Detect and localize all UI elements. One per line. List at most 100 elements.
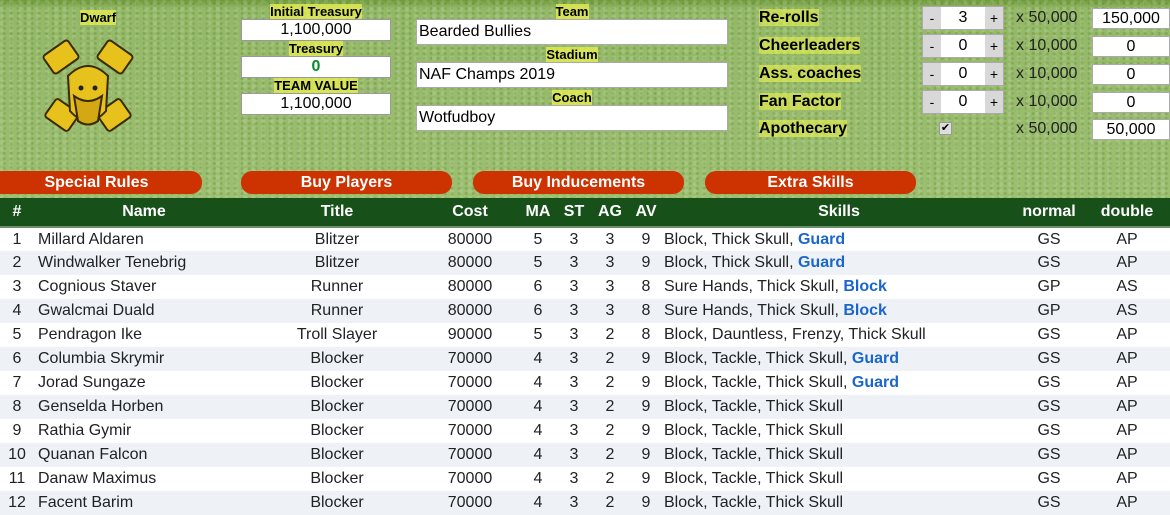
fan-factor-value[interactable]: 0 xyxy=(958,93,968,110)
extra-skill: Guard xyxy=(797,254,846,271)
decrement-button[interactable]: - xyxy=(923,91,941,113)
player-av: 9 xyxy=(628,251,664,275)
extra-skill: Block xyxy=(843,278,887,295)
buy-inducements-button[interactable]: Buy Inducements xyxy=(473,171,684,194)
player-skills: Block, Tackle, Thick Skull xyxy=(664,395,1014,419)
player-normal: GS xyxy=(1037,230,1061,248)
increment-button[interactable]: + xyxy=(985,35,1003,57)
ass-coaches-total: 0 xyxy=(1092,64,1170,85)
table-row[interactable]: 7 Jorad Sungaze Blocker 70000 4 3 2 9 Block, Tac… xyxy=(0,371,1170,395)
coach-input[interactable]: Wotfudboy xyxy=(416,105,728,131)
table-row[interactable]: 6 Columbia Skrymir Blocker 70000 4 3 2 9 Block, … xyxy=(0,347,1170,371)
player-ag: 2 xyxy=(605,326,615,343)
player-double: AS xyxy=(1116,278,1138,295)
player-double: AP xyxy=(1084,395,1170,419)
player-cost: 80000 xyxy=(420,299,520,323)
table-row[interactable]: 1 Millard Aldaren Blitzer 80000 5 3 3 9 Block, T… xyxy=(0,227,1170,251)
cheerleaders-value[interactable]: 0 xyxy=(958,37,968,54)
rerolls-total: 150,000 xyxy=(1092,8,1170,29)
player-normal: GS xyxy=(1037,470,1061,487)
stadium-input[interactable]: NAF Champs 2019 xyxy=(416,62,728,88)
player-cost: 80000 xyxy=(420,251,520,275)
table-row[interactable]: 10 Quanan Falcon Blocker 70000 4 3 2 9 Block, Ta… xyxy=(0,443,1170,467)
decrement-button[interactable]: - xyxy=(923,7,941,29)
special-rules-button[interactable]: Special Rules xyxy=(0,171,202,194)
player-title: Blocker xyxy=(254,347,420,371)
table-row[interactable]: 5 Pendragon Ike Troll Slayer 90000 5 3 2 8 Block… xyxy=(0,323,1170,347)
team-name-input[interactable]: Bearded Bullies xyxy=(416,19,728,45)
table-row[interactable]: 11 Danaw Maximus Blocker 70000 4 3 2 9 Block, Ta… xyxy=(0,467,1170,491)
player-normal: GP xyxy=(1014,299,1084,323)
player-cost: 70000 xyxy=(420,491,520,515)
extra-skills-button[interactable]: Extra Skills xyxy=(705,171,916,194)
player-cost: 80000 xyxy=(447,278,493,295)
player-number: 12 xyxy=(0,491,34,515)
player-av: 8 xyxy=(641,326,651,343)
table-row[interactable]: 4 Gwalcmai Duald Runner 80000 6 3 3 8 Sure Hands… xyxy=(0,299,1170,323)
ass-coaches-stepper[interactable]: -0 + xyxy=(922,62,1004,86)
fan-factor-total: 0 xyxy=(1092,92,1170,113)
decrement-button[interactable]: - xyxy=(923,35,941,57)
initial-treasury-label: Initial Treasury xyxy=(270,4,362,19)
player-st: 3 xyxy=(556,299,592,323)
player-st: 3 xyxy=(569,230,579,248)
player-av: 9 xyxy=(628,347,664,371)
increment-button[interactable]: + xyxy=(985,7,1003,29)
player-ag: 2 xyxy=(605,470,615,487)
rerolls-stepper[interactable]: -3 + xyxy=(922,6,1004,30)
table-header: # Name Title Cost MA ST AG AV Skills nor… xyxy=(0,198,1170,228)
player-normal: GS xyxy=(1014,395,1084,419)
player-skills: Block, Tackle, Thick Skull xyxy=(664,443,1014,467)
cheerleaders-total: 0 xyxy=(1092,36,1170,57)
player-ma: 4 xyxy=(533,470,543,487)
player-av: 9 xyxy=(628,395,664,419)
player-title: Blocker xyxy=(254,491,420,515)
ass-coaches-value[interactable]: 0 xyxy=(958,65,968,82)
decrement-button[interactable]: - xyxy=(923,63,941,85)
col-skills: Skills xyxy=(664,198,1014,228)
col-ag: AG xyxy=(592,198,628,228)
player-double: AP xyxy=(1116,374,1138,391)
fan-factor-stepper[interactable]: -0 + xyxy=(922,90,1004,114)
player-normal: GP xyxy=(1037,278,1061,295)
rerolls-value[interactable]: 3 xyxy=(958,9,968,26)
cheerleaders-stepper[interactable]: -0 + xyxy=(922,34,1004,58)
col-title: Title xyxy=(254,198,420,228)
player-name: Danaw Maximus xyxy=(38,470,157,487)
player-skills: Block, Thick Skull, Guard xyxy=(664,230,846,248)
table-row[interactable]: 9 Rathia Gymir Blocker 70000 4 3 2 9 Block, Tack… xyxy=(0,419,1170,443)
player-st: 3 xyxy=(556,347,592,371)
buy-players-button[interactable]: Buy Players xyxy=(241,171,452,194)
player-ag: 3 xyxy=(605,278,615,295)
table-row[interactable]: 3 Cognious Staver Runner 80000 6 3 3 8 Sure Hand… xyxy=(0,275,1170,299)
player-title: Blocker xyxy=(310,470,364,487)
player-av: 9 xyxy=(641,470,651,487)
apothecary-checkbox[interactable]: ✔ xyxy=(939,122,952,135)
player-ag: 3 xyxy=(592,251,628,275)
col-number: # xyxy=(0,198,34,228)
table-row[interactable]: 12 Facent Barim Blocker 70000 4 3 2 9 Block, Tac… xyxy=(0,491,1170,515)
player-name: Gwalcmai Duald xyxy=(34,299,254,323)
player-skills: Block, Thick Skull, Guard xyxy=(664,251,1014,275)
col-ma: MA xyxy=(520,198,556,228)
player-normal: GS xyxy=(1014,491,1084,515)
increment-button[interactable]: + xyxy=(985,63,1003,85)
player-av: 9 xyxy=(628,491,664,515)
player-number: 9 xyxy=(12,422,22,439)
player-ma: 4 xyxy=(520,491,556,515)
roster-table: # Name Title Cost MA ST AG AV Skills nor… xyxy=(0,198,1170,515)
player-double: AP xyxy=(1084,251,1170,275)
player-cost: 70000 xyxy=(420,443,520,467)
player-normal: GS xyxy=(1014,251,1084,275)
table-row[interactable]: 8 Genselda Horben Blocker 70000 4 3 2 9 Block, T… xyxy=(0,395,1170,419)
increment-button[interactable]: + xyxy=(985,91,1003,113)
player-double: AP xyxy=(1116,422,1138,439)
team-value-field: 1,100,000 xyxy=(241,93,391,115)
initial-treasury-field[interactable]: 1,100,000 xyxy=(241,19,391,41)
player-cost: 80000 xyxy=(447,230,493,248)
player-title: Runner xyxy=(310,278,364,295)
table-row[interactable]: 2 Windwalker Tenebrig Blitzer 80000 5 3 3 9 Bloc… xyxy=(0,251,1170,275)
player-name: Jorad Sungaze xyxy=(38,374,146,391)
player-double: AP xyxy=(1084,347,1170,371)
player-av: 8 xyxy=(628,299,664,323)
